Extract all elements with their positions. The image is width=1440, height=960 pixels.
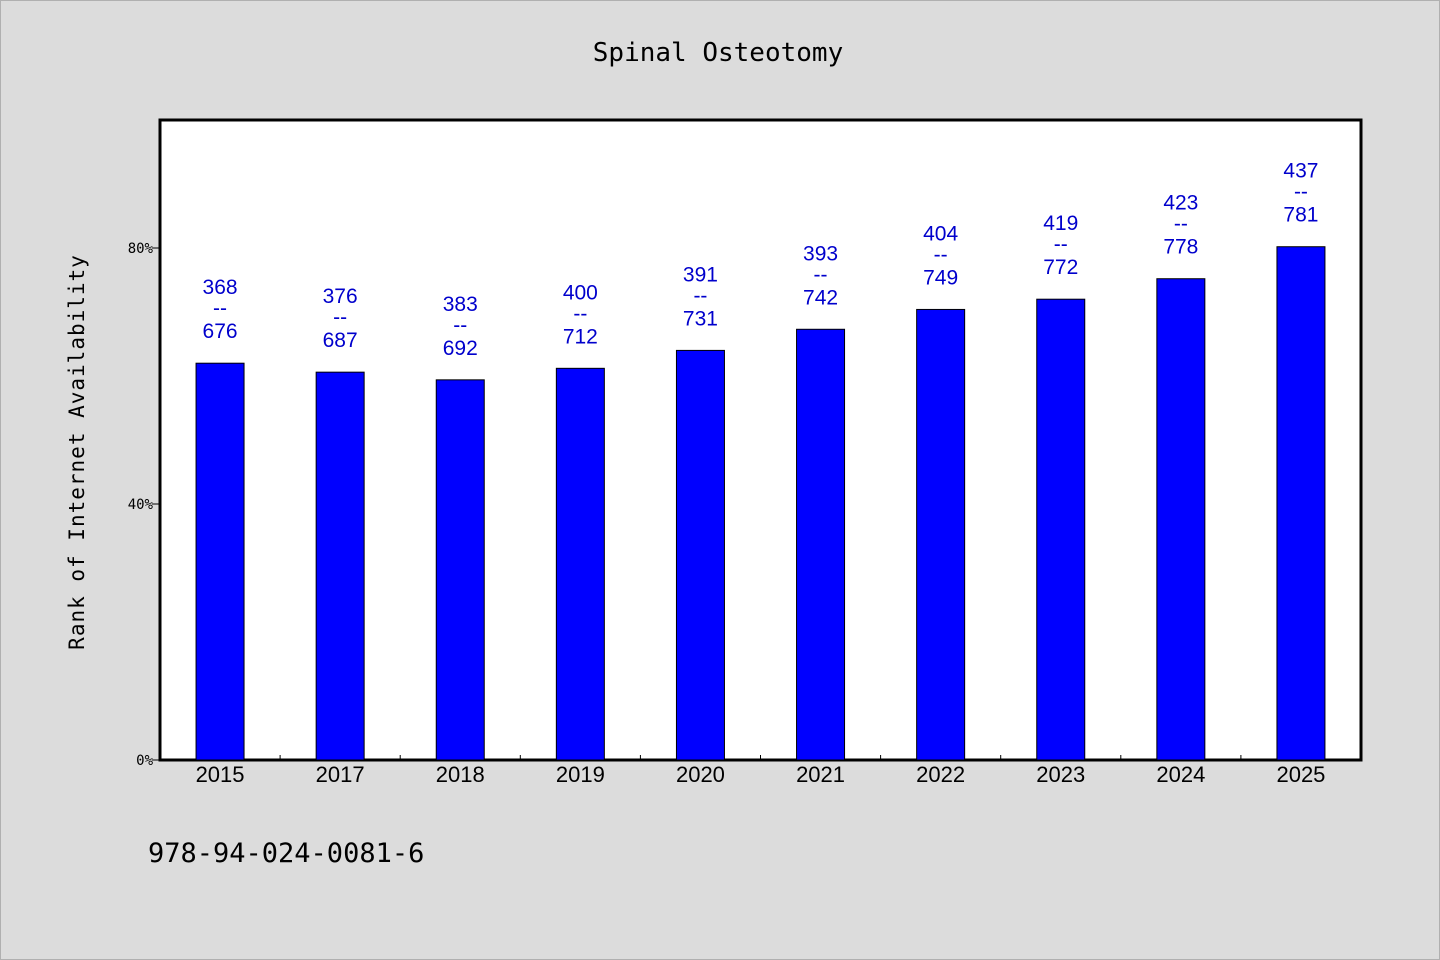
data-label-high: 778 xyxy=(1163,236,1198,259)
bar xyxy=(1036,298,1086,761)
x-tick-label: 2024 xyxy=(1156,762,1205,787)
data-label-high: 772 xyxy=(1043,256,1078,279)
data-label-separator: -- xyxy=(333,306,347,329)
data-label-separator: -- xyxy=(1294,181,1308,204)
bar xyxy=(675,349,725,761)
data-label-low: 368 xyxy=(203,276,238,299)
data-label-separator: -- xyxy=(573,302,587,325)
data-label-high: 742 xyxy=(803,286,838,309)
bar xyxy=(1156,278,1206,761)
data-label-low: 437 xyxy=(1283,160,1318,183)
data-label-low: 400 xyxy=(563,281,598,304)
x-tick-label: 2023 xyxy=(1036,762,1085,787)
data-label-separator: -- xyxy=(453,314,467,337)
bar xyxy=(796,328,846,761)
data-label-separator: -- xyxy=(1174,213,1188,236)
bar xyxy=(435,379,485,761)
data-label-high: 687 xyxy=(323,329,358,352)
data-label-high: 676 xyxy=(203,320,238,343)
x-tick-label: 2019 xyxy=(556,762,605,787)
bar xyxy=(555,367,605,761)
x-tick-label: 2025 xyxy=(1276,762,1325,787)
data-label-low: 391 xyxy=(683,263,718,286)
data-label-low: 404 xyxy=(923,222,958,245)
data-label-separator: -- xyxy=(934,243,948,266)
data-label-low: 393 xyxy=(803,242,838,265)
data-label-low: 383 xyxy=(443,293,478,316)
data-label-high: 712 xyxy=(563,325,598,348)
x-tick-label: 2021 xyxy=(796,762,845,787)
chart-title: Spinal Osteotomy xyxy=(593,38,843,68)
y-tick-label: 40% xyxy=(128,497,154,513)
x-tick-label: 2022 xyxy=(916,762,965,787)
y-axis-label: Rank of Internet Availability xyxy=(65,254,89,650)
data-label-separator: -- xyxy=(213,297,227,320)
data-label-high: 692 xyxy=(443,337,478,360)
data-label-high: 731 xyxy=(683,307,718,330)
bar xyxy=(195,362,245,761)
data-label-high: 781 xyxy=(1283,204,1318,227)
data-label-high: 749 xyxy=(923,266,958,289)
data-label-separator: -- xyxy=(1054,233,1068,256)
bar xyxy=(916,308,966,761)
data-label-low: 419 xyxy=(1043,212,1078,235)
x-tick-label: 2020 xyxy=(676,762,725,787)
data-label-low: 376 xyxy=(323,285,358,308)
data-label-separator: -- xyxy=(814,263,828,286)
x-tick-label: 2018 xyxy=(436,762,485,787)
bar xyxy=(1276,246,1326,761)
data-label-low: 423 xyxy=(1163,192,1198,215)
data-label-separator: -- xyxy=(693,284,707,307)
x-tick-label: 2017 xyxy=(316,762,365,787)
isbn-text: 978-94-024-0081-6 xyxy=(148,838,424,869)
x-tick-label: 2015 xyxy=(196,762,245,787)
bar xyxy=(315,371,365,761)
y-tick-label: 0% xyxy=(136,753,153,769)
y-tick-label: 80% xyxy=(128,241,154,257)
